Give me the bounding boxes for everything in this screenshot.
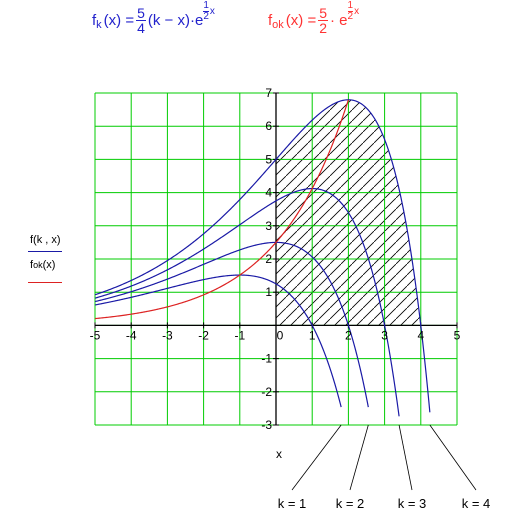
fok-formula: f ok (x) = 5 2 · e 1 2 x (268, 1, 360, 36)
annotation-k-label: k = 2 (336, 496, 365, 511)
annotation-leader (291, 424, 342, 491)
fok-body: · e (330, 12, 348, 29)
y-tick-label: 2 (265, 252, 272, 266)
fk-formula: f k (x) = 5 4 (k − x)·e 1 2 x (92, 1, 215, 36)
fok-lhs-f: f (268, 12, 273, 29)
fk-exp-den: 2 (203, 11, 209, 22)
curve-k-2 (94, 241, 369, 408)
legend-fk-label: f(k , x) (30, 234, 61, 246)
fok-lhs-sub: ok (272, 18, 284, 31)
legend-fok-main: f (30, 259, 34, 271)
x-axis-label: x (276, 447, 282, 461)
curve-k-1 (94, 274, 342, 408)
x-tick-label: -2 (198, 328, 209, 342)
y-tick-label: 1 (265, 285, 272, 299)
fk-lhs-arg: (x) = (103, 12, 135, 29)
fk-exp-var: x (209, 6, 215, 17)
fk-fraction: 5 4 (136, 6, 146, 35)
annotation-leader (349, 424, 369, 491)
y-tick-label: 5 (265, 152, 272, 166)
y-tick-label: 6 (265, 119, 272, 133)
annotation-k-label: k = 1 (278, 496, 307, 511)
x-tick-label: 5 (454, 328, 461, 342)
x-tick-label: 2 (345, 328, 352, 342)
annotations: k = 1 k = 2 k = 3 k = 4 (278, 424, 491, 511)
x-tick-label: -4 (126, 328, 137, 342)
x-tick-label: 3 (381, 328, 388, 342)
legend-fok-line (28, 282, 62, 283)
fk-lhs-sub: k (96, 18, 102, 31)
fok-frac-num: 5 (318, 5, 329, 21)
curve-fok (94, 99, 349, 320)
fok-exp-fraction: 1 2 (347, 0, 354, 22)
annotation-leader (398, 424, 413, 491)
fok-frac-den: 2 (319, 20, 328, 36)
fok-fraction: 5 2 (318, 5, 329, 36)
y-tick-label: 7 (265, 86, 272, 100)
fk-lhs-f: f (92, 12, 97, 29)
annotation-k-label: k = 4 (462, 496, 491, 511)
y-tick-label: -3 (261, 418, 272, 432)
tick-labels: -5 -4 -3 -2 -1 0 1 2 3 4 5 -3 -2 -1 1 2 3 4 5 6 7 x (90, 86, 461, 461)
legend-fok-arg: (x) (42, 259, 56, 271)
x-tick-label: -1 (234, 328, 245, 342)
fk-frac-num: 5 (136, 5, 146, 21)
x-tick-label: 1 (309, 328, 316, 342)
legend-fok-sub: ok (33, 260, 43, 270)
curve-k-3 (94, 187, 400, 417)
fok-exp-var: x (354, 6, 360, 17)
x-tick-label: 0 (277, 328, 284, 342)
fk-frac-den: 4 (137, 20, 145, 36)
fk-exp-fraction: 1 2 (203, 1, 209, 22)
fk-exp-num: 1 (203, 0, 209, 12)
y-tick-label: 3 (265, 219, 272, 233)
x-tick-label: -5 (90, 328, 101, 342)
annotation-k-label: k = 3 (398, 496, 427, 511)
curve-k-4 (94, 99, 431, 413)
legend-fk-line (28, 251, 62, 252)
legend-fok-label: fok(x) (30, 259, 55, 271)
y-tick-label: 4 (265, 186, 272, 200)
fk-body: (k − x)·e (147, 12, 204, 29)
x-tick-label: 4 (417, 328, 424, 342)
fok-exp-num: 1 (347, 0, 354, 12)
y-tick-label: -2 (261, 385, 272, 399)
annotation-leader (429, 424, 477, 491)
x-tick-label: -3 (162, 328, 173, 342)
fok-exp-den: 2 (347, 11, 354, 22)
curves (94, 99, 431, 417)
y-tick-label: -1 (261, 352, 272, 366)
fok-lhs-arg: (x) = (285, 12, 317, 29)
